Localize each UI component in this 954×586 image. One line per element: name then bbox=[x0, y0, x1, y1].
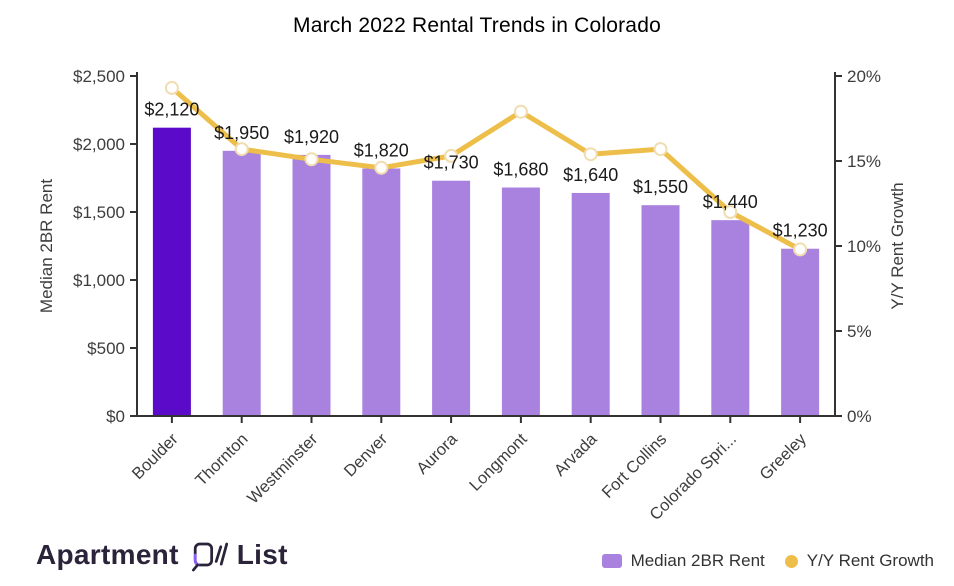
rent-growth-line bbox=[169, 85, 803, 252]
right-axis-tick: 15% bbox=[847, 152, 881, 171]
bar-Boulder bbox=[152, 127, 191, 417]
left-axis-tick: $1,000 bbox=[73, 271, 125, 290]
logo-word-apartment: Apartment bbox=[36, 539, 179, 570]
bar-value-label: $1,440 bbox=[703, 192, 758, 212]
apartment-list-logo: Apartment List bbox=[36, 534, 288, 576]
line-marker-Arvada bbox=[583, 147, 598, 162]
line-marker-Westminster bbox=[304, 152, 319, 167]
bar-value-label: $1,230 bbox=[773, 221, 828, 241]
left-axis-tick: $1,500 bbox=[73, 203, 125, 222]
bar-Aurora bbox=[432, 180, 471, 416]
bar-series-swatch-icon bbox=[601, 554, 622, 568]
x-axis-label-Fort Collins: Fort Collins bbox=[599, 430, 671, 502]
left-axis-tick: $0 bbox=[106, 407, 125, 426]
apartment-list-logo-icon bbox=[187, 535, 229, 575]
right-axis-tick: 20% bbox=[847, 67, 881, 86]
bar-Thornton bbox=[222, 150, 261, 417]
bar-Greeley bbox=[781, 248, 820, 416]
legend-item-median-rent: Median 2BR Rent bbox=[601, 551, 765, 571]
line-marker-Aurora bbox=[444, 148, 459, 163]
right-axis-tick: 5% bbox=[847, 322, 872, 341]
bar-value-label: $1,640 bbox=[563, 165, 618, 185]
right-axis-title: Y/Y Rent Growth bbox=[888, 182, 907, 309]
x-axis-label-Boulder: Boulder bbox=[129, 430, 182, 483]
bar-Colorado Spri... bbox=[711, 220, 750, 416]
x-axis-label-Arvada: Arvada bbox=[551, 430, 601, 480]
x-axis-label-Denver: Denver bbox=[341, 430, 392, 481]
right-axis-tick: 10% bbox=[847, 237, 881, 256]
x-axis-label-Thornton: Thornton bbox=[192, 430, 251, 489]
bar-Longmont bbox=[501, 187, 540, 416]
chart-legend: Median 2BR Rent Y/Y Rent Growth bbox=[601, 551, 934, 571]
left-axis-tick: $2,000 bbox=[73, 135, 125, 154]
right-axis-tick: 0% bbox=[847, 407, 872, 426]
bar-value-label: $1,550 bbox=[633, 177, 688, 197]
bar-Fort Collins bbox=[641, 205, 680, 416]
bar-Westminster bbox=[292, 154, 331, 416]
line-marker-Denver bbox=[374, 160, 389, 175]
x-axis-label-Longmont: Longmont bbox=[466, 430, 531, 495]
chart-title: March 2022 Rental Trends in Colorado bbox=[293, 14, 661, 37]
legend-label-median-rent: Median 2BR Rent bbox=[630, 551, 765, 570]
line-marker-Longmont bbox=[513, 104, 528, 119]
legend-label-rent-growth: Y/Y Rent Growth bbox=[806, 551, 934, 570]
bar-value-label: $1,920 bbox=[284, 127, 339, 147]
bar-Arvada bbox=[571, 192, 610, 416]
bar-value-label: $1,820 bbox=[354, 140, 409, 160]
left-axis-tick: $500 bbox=[87, 339, 125, 358]
x-axis-label-Westminster: Westminster bbox=[244, 430, 322, 508]
line-marker-Fort Collins bbox=[653, 142, 668, 157]
left-axis-tick: $2,500 bbox=[73, 67, 125, 86]
legend-item-rent-growth: Y/Y Rent Growth bbox=[784, 551, 934, 571]
left-axis-title: Median 2BR Rent bbox=[37, 179, 56, 313]
bar-value-label: $2,120 bbox=[144, 100, 199, 120]
line-marker-Greeley bbox=[793, 242, 808, 257]
x-axis-label-Aurora: Aurora bbox=[413, 430, 461, 478]
line-marker-Thornton bbox=[234, 142, 249, 157]
logo-word-list: List bbox=[236, 539, 288, 570]
line-marker-Colorado Spri... bbox=[723, 205, 738, 219]
bar-value-label: $1,680 bbox=[493, 160, 548, 180]
x-axis-label-Greeley: Greeley bbox=[756, 430, 810, 484]
bar-value-label: $1,950 bbox=[214, 123, 269, 143]
line-marker-Boulder bbox=[164, 80, 179, 95]
bar-Denver bbox=[362, 168, 401, 416]
bar-value-label: $1,730 bbox=[424, 153, 479, 173]
line-series-swatch-icon bbox=[784, 554, 798, 568]
